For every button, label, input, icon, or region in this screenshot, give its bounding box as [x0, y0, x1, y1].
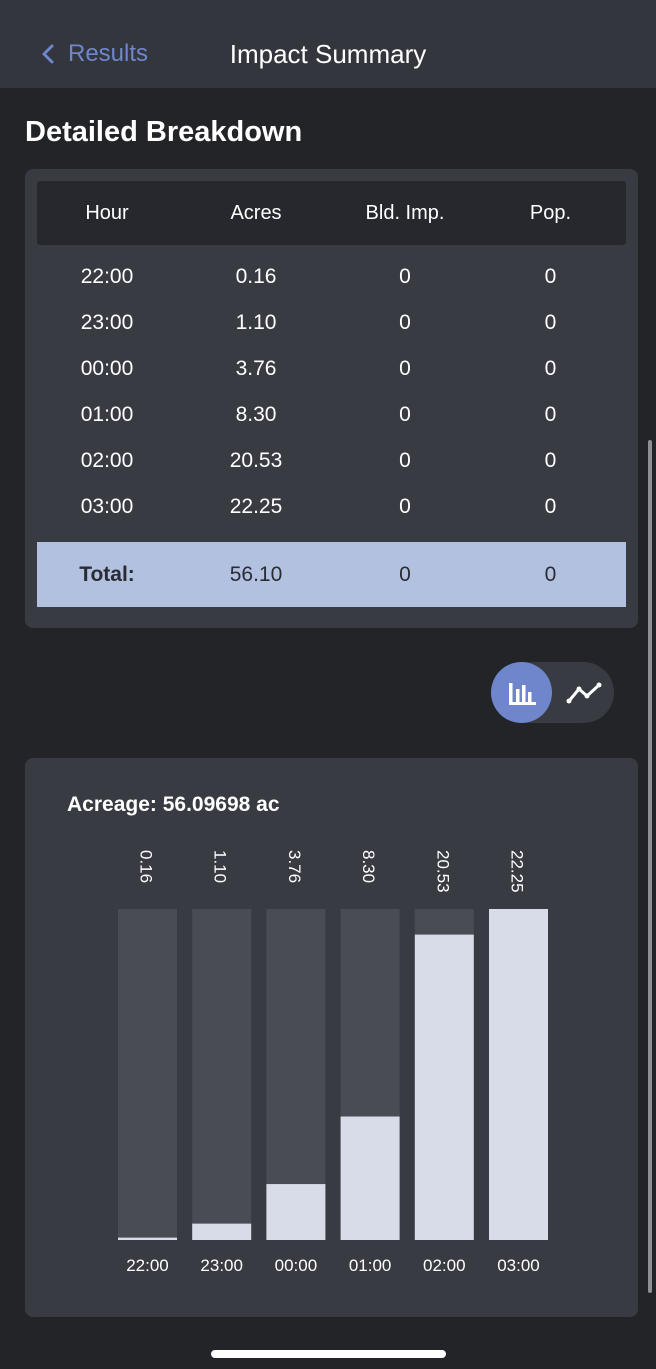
header-pop: Pop. — [529, 202, 572, 224]
table-row: 01:00 8.30 0 0 — [37, 392, 626, 438]
header-acres: Acres — [230, 202, 282, 224]
total-label: Total: — [79, 563, 135, 586]
bar-value-label: 8.30 — [359, 850, 378, 883]
bar-value-label: 20.53 — [433, 850, 452, 893]
table-row: 22:00 0.16 0 0 — [37, 254, 626, 300]
bar-00:00[interactable] — [266, 1184, 326, 1240]
back-button[interactable]: Results — [38, 36, 148, 72]
x-tick-label: 23:00 — [200, 1256, 243, 1275]
cell-acres: 20.53 — [229, 449, 283, 472]
bar-22:00[interactable] — [118, 1237, 177, 1240]
x-tick-label: 00:00 — [275, 1256, 318, 1275]
nav-bar: Results Impact Summary — [0, 0, 656, 88]
section-title: Detailed Breakdown — [25, 116, 303, 148]
header-hour: Hour — [85, 202, 129, 224]
cell-hour: 02:00 — [80, 449, 134, 472]
chevron-left-icon — [42, 44, 54, 64]
header-bld-imp: Bld. Imp. — [365, 202, 445, 224]
cell-pop: 0 — [544, 265, 557, 288]
bar-23:00[interactable] — [192, 1223, 252, 1240]
cell-bld-imp: 0 — [399, 311, 411, 334]
cell-bld-imp: 0 — [399, 495, 411, 518]
cell-pop: 0 — [544, 311, 557, 334]
table-row: 03:00 22.25 0 0 — [37, 484, 626, 530]
table-row: 00:00 3.76 0 0 — [37, 346, 626, 392]
total-pop: 0 — [544, 563, 557, 586]
acreage-chart-card: Acreage: 56.09698 ac 0.16 22:00 1.10 23:00 3… — [25, 758, 638, 1317]
scrollbar[interactable] — [648, 440, 652, 1293]
bar-01:00[interactable] — [340, 1116, 400, 1240]
total-row: Total: 56.10 0 0 — [37, 542, 626, 607]
cell-pop: 0 — [544, 403, 557, 426]
cell-acres: 1.10 — [235, 311, 277, 334]
table-row: 02:00 20.53 0 0 — [37, 438, 626, 484]
bar-chart-toggle-button[interactable] — [491, 662, 552, 723]
bar-value-label: 3.76 — [285, 850, 304, 883]
bar-value-label: 1.10 — [211, 850, 230, 883]
x-tick-label: 22:00 — [126, 1256, 169, 1275]
back-label: Results — [68, 40, 149, 67]
line-chart-icon — [566, 682, 601, 703]
acreage-bar-chart: 0.16 22:00 1.10 23:00 3.76 00:00 8.30 01:00 20.5… — [118, 850, 548, 1275]
cell-hour: 00:00 — [80, 357, 134, 380]
bar-chart-icon — [508, 682, 536, 705]
total-acres: 56.10 — [229, 563, 283, 586]
line-chart-toggle-button[interactable] — [553, 662, 614, 723]
total-bld-imp: 0 — [399, 563, 411, 586]
cell-acres: 22.25 — [229, 495, 283, 518]
bar-value-label: 22.25 — [508, 850, 527, 893]
x-tick-label: 01:00 — [349, 1256, 392, 1275]
bar-track — [192, 909, 252, 1240]
cell-acres: 0.16 — [235, 265, 277, 288]
x-tick-label: 02:00 — [423, 1256, 466, 1275]
table-header: Hour Acres Bld. Imp. Pop. — [37, 181, 626, 245]
cell-pop: 0 — [544, 449, 557, 472]
bar-02:00[interactable] — [414, 934, 474, 1240]
cell-pop: 0 — [544, 495, 557, 518]
x-tick-label: 03:00 — [497, 1256, 540, 1275]
bar-03:00[interactable] — [489, 909, 548, 1240]
home-indicator — [211, 1350, 446, 1358]
cell-hour: 23:00 — [80, 311, 134, 334]
cell-hour: 22:00 — [80, 265, 134, 288]
bar-track — [118, 909, 177, 1240]
chart-view-toggle — [491, 662, 614, 723]
cell-bld-imp: 0 — [399, 357, 411, 380]
cell-acres: 3.76 — [235, 357, 277, 380]
cell-hour: 01:00 — [80, 403, 134, 426]
breakdown-table: Hour Acres Bld. Imp. Pop. 22:00 0.16 0 0… — [25, 169, 638, 628]
cell-acres: 8.30 — [235, 403, 277, 426]
table-row: 23:00 1.10 0 0 — [37, 300, 626, 346]
bar-value-label: 0.16 — [137, 850, 156, 883]
cell-bld-imp: 0 — [399, 403, 411, 426]
nav-title: Impact Summary — [229, 39, 427, 69]
cell-pop: 0 — [544, 357, 557, 380]
cell-bld-imp: 0 — [399, 449, 411, 472]
cell-hour: 03:00 — [80, 495, 134, 518]
cell-bld-imp: 0 — [399, 265, 411, 288]
chart-title: Acreage: 56.09698 ac — [67, 793, 280, 816]
